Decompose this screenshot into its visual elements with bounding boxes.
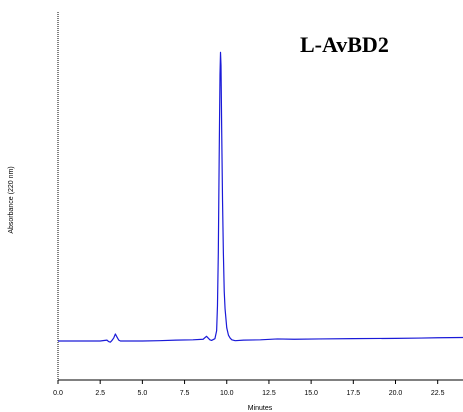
plot-area	[58, 51, 463, 343]
x-tick-label: 12.5	[262, 390, 276, 397]
chromatogram-trace-line	[58, 51, 463, 343]
x-axis-ticks: 0.0 2.5 5.0 7.5 10.0 12.5 15.0 17.5 20.0 22.5	[53, 380, 445, 397]
x-tick-label: 22.5	[431, 390, 445, 397]
x-tick-label: 2.5	[95, 390, 105, 397]
y-axis-label: Absorbance (220 nm)	[8, 166, 15, 233]
x-axis-label: Minutes	[248, 405, 273, 412]
x-tick-label: 15.0	[304, 390, 318, 397]
chart-title: L-AvBD2	[300, 32, 389, 57]
x-tick-label: 5.0	[138, 390, 148, 397]
x-tick-label: 10.0	[220, 390, 234, 397]
x-tick-label: 17.5	[347, 390, 361, 397]
x-tick-label: 20.0	[389, 390, 403, 397]
x-tick-label: 7.5	[180, 390, 190, 397]
x-tick-label: 0.0	[53, 390, 63, 397]
